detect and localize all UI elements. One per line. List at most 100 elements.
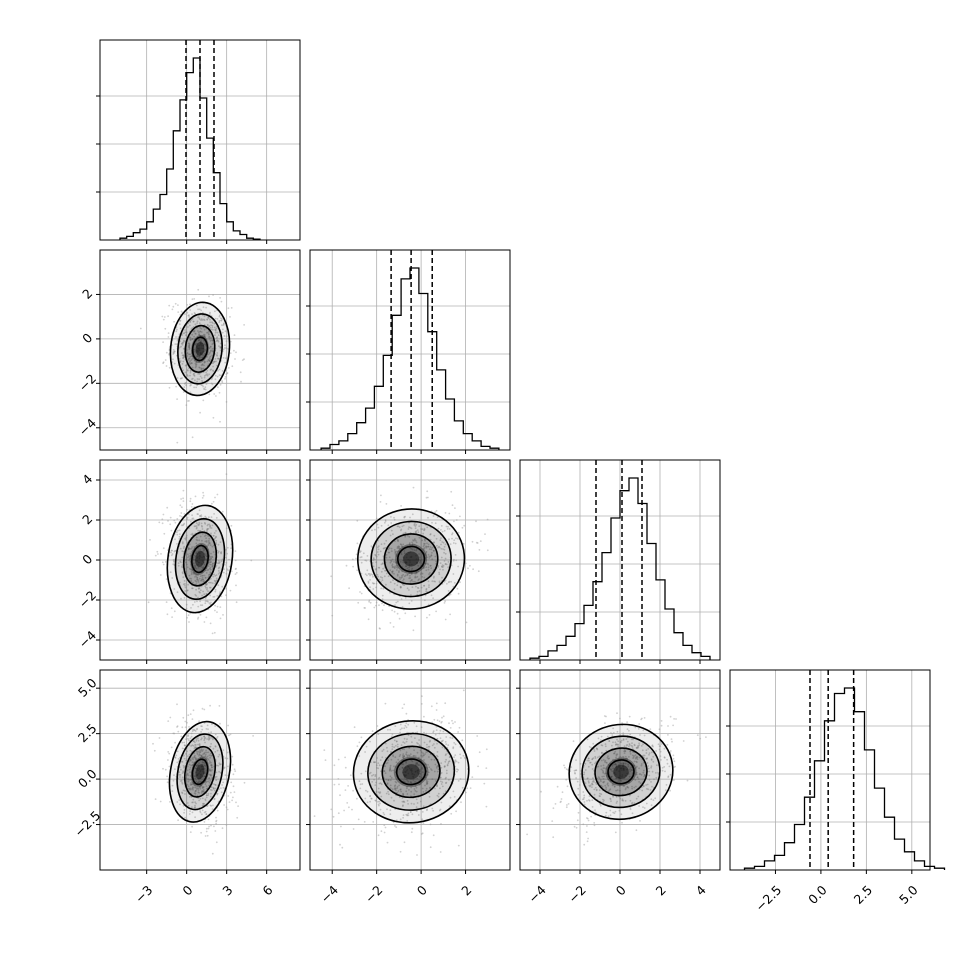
scatter-point [446,764,449,766]
scatter-point [411,513,414,516]
scatter-point [191,333,194,336]
scatter-point [164,327,167,330]
scatter-point [181,565,184,568]
scatter-point [436,754,438,757]
scatter-point [186,369,189,371]
scatter-point [195,739,198,742]
scatter-point [205,374,207,376]
scatter-point [392,755,395,758]
scatter-point [453,539,456,541]
scatter-point [399,788,402,791]
scatter-point [394,756,397,759]
scatter-point [186,773,189,776]
scatter-point [629,750,632,753]
scatter-point [372,761,375,764]
scatter-point [454,760,456,763]
scatter-point [445,563,448,566]
scatter-point [637,795,640,798]
scatter-point [437,792,440,795]
scatter-point [399,749,402,752]
scatter-point [389,768,392,771]
scatter-point [423,754,425,757]
scatter-point [591,799,594,801]
scatter-point [196,727,199,730]
scatter-point [197,764,199,766]
scatter-point [600,768,603,771]
scatter-point [581,798,584,801]
scatter-point [197,787,200,790]
scatter-point [563,764,565,767]
scatter-point [608,757,610,760]
scatter-point [399,578,401,580]
scatter-point [186,765,189,768]
scatter-point [198,767,200,769]
scatter-point [196,600,198,603]
scatter-point [401,759,403,762]
scatter-point [191,730,194,733]
scatter-point [617,780,620,782]
scatter-point [189,520,192,523]
scatter-point [425,545,427,548]
scatter-point [204,758,207,760]
scatter-point [405,722,408,725]
scatter-point [233,349,235,352]
scatter-point [390,550,393,552]
scatter-point [181,542,184,545]
scatter-point [199,341,202,344]
scatter-point [217,543,220,546]
scatter-point [212,328,214,331]
scatter-point [435,509,438,512]
scatter-point [215,535,217,538]
scatter-point [180,597,182,600]
scatter-point [313,815,316,817]
scatter-point [469,564,471,567]
scatter-point [433,743,435,745]
scatter-point [402,559,404,562]
scatter-point [431,807,434,810]
scatter-point [202,344,205,347]
scatter-point [219,346,222,349]
scatter-point [206,724,209,727]
scatter-point [624,788,627,791]
scatter-point [424,539,426,542]
scatter-point [204,753,207,756]
scatter-point [399,731,401,734]
scatter-point [198,509,201,512]
scatter-point [600,759,603,762]
scatter-point [615,769,618,771]
scatter-point [180,515,183,518]
scatter-point [437,566,440,568]
scatter-point [187,734,190,737]
scatter-point [193,747,196,750]
scatter-point [424,542,426,545]
scatter-point [622,763,625,765]
scatter-point [663,766,666,768]
scatter-point [252,735,255,737]
scatter-point [399,543,402,546]
scatter-point [392,769,395,772]
scatter-point [174,741,177,744]
scatter-point [406,779,409,782]
scatter-point [337,758,340,761]
scatter-point [396,787,398,790]
scatter-point [208,784,210,787]
scatter-point [419,758,421,761]
scatter-point [658,748,661,751]
scatter-point [359,591,361,593]
scatter-point [201,765,203,768]
scatter-point [575,769,578,771]
scatter-point [194,366,197,369]
scatter-point [239,371,242,374]
scatter-point [187,314,190,317]
scatter-point [183,356,186,359]
scatter-point [411,760,414,763]
scatter-point [220,317,222,320]
scatter-point [419,772,422,775]
scatter-point [436,719,439,722]
scatter-point [396,550,398,553]
scatter-point [627,763,629,766]
scatter-point [442,715,445,718]
scatter-point [211,852,214,855]
scatter-point [447,744,450,747]
scatter-point [423,759,425,761]
